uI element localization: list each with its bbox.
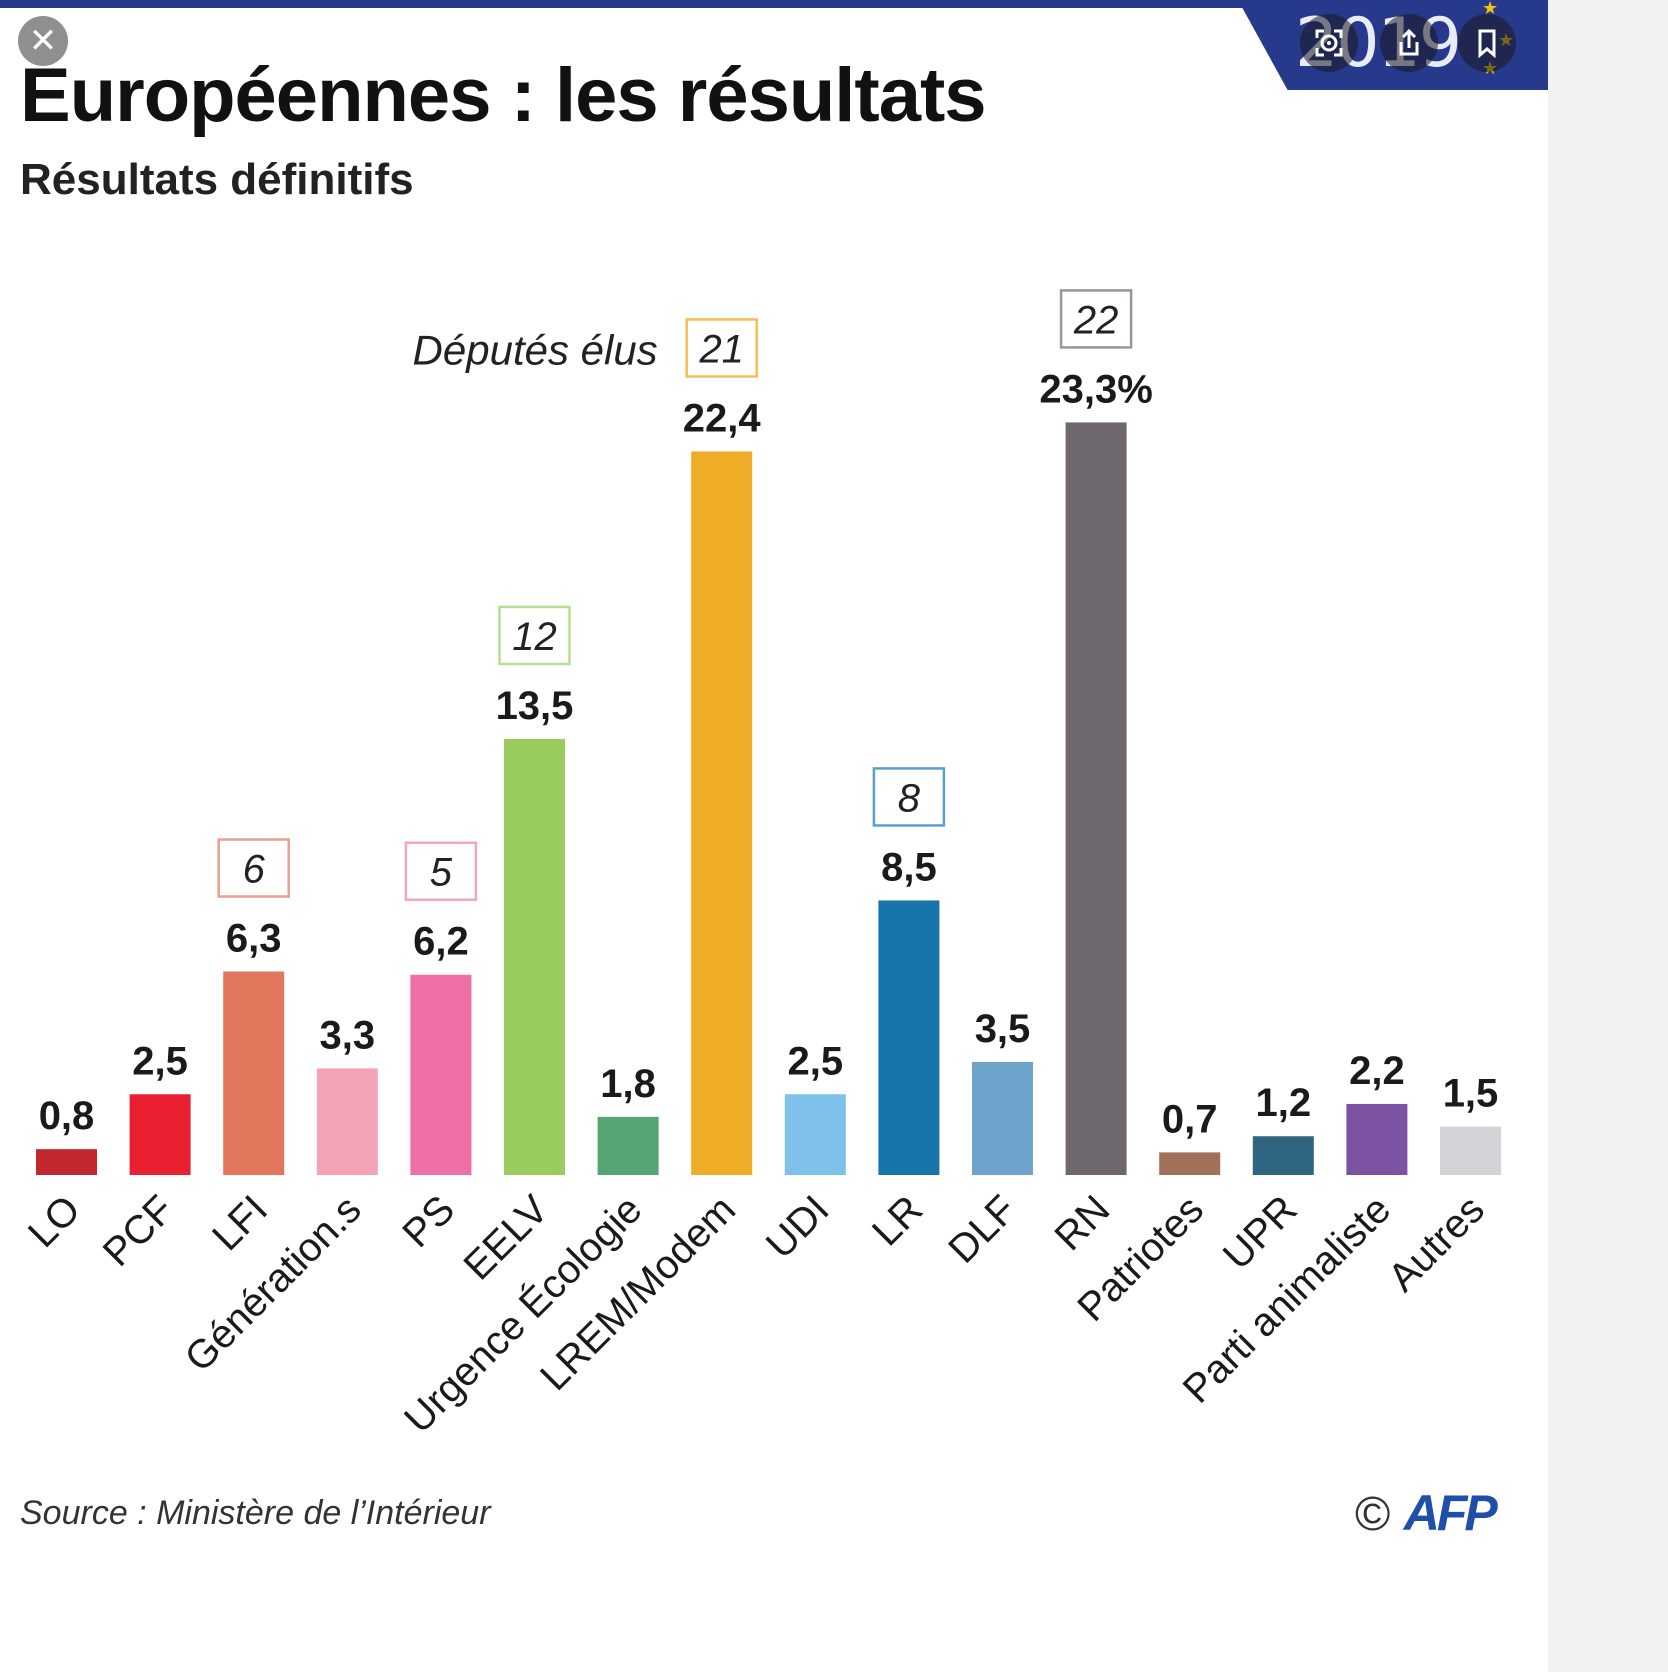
seats-box bbox=[498, 605, 571, 666]
category-label: DLF bbox=[940, 1187, 1025, 1272]
bar-value-label: 23,3% bbox=[1039, 367, 1152, 411]
category-label: LO bbox=[20, 1187, 89, 1256]
category-label: Autres bbox=[1380, 1187, 1493, 1300]
bar-value-label: 0,8 bbox=[39, 1094, 95, 1138]
eu-star-icon: ★ bbox=[1482, 0, 1499, 18]
bar bbox=[410, 974, 472, 1175]
seats-box bbox=[872, 767, 946, 827]
share-button[interactable] bbox=[1380, 14, 1438, 72]
seats-legend-label: Députés élus bbox=[413, 326, 658, 373]
bar bbox=[1159, 1152, 1221, 1175]
bar-value-label: 2,2 bbox=[1349, 1049, 1405, 1093]
category-label: PCF bbox=[95, 1187, 183, 1275]
category-label: UDI bbox=[758, 1187, 838, 1267]
bar bbox=[784, 1094, 846, 1175]
afp-logo: AFP bbox=[1403, 1485, 1498, 1541]
bar bbox=[1440, 1126, 1501, 1175]
seats-box bbox=[404, 841, 478, 901]
source-note: Source : Ministère de l’Intérieur bbox=[20, 1494, 491, 1532]
page-subtitle: Résultats définitifs bbox=[20, 155, 414, 204]
bar bbox=[316, 1068, 378, 1175]
category-label: LFI bbox=[204, 1187, 276, 1259]
bar-value-label: 8,5 bbox=[881, 845, 937, 889]
bar-value-label: 1,5 bbox=[1443, 1072, 1499, 1116]
seats-count: 12 bbox=[512, 615, 557, 659]
seats-box bbox=[217, 838, 290, 898]
bookmark-button[interactable] bbox=[1458, 14, 1516, 72]
bar bbox=[1065, 422, 1127, 1175]
seats-count: 8 bbox=[898, 776, 921, 820]
bar-value-label: 6,3 bbox=[226, 917, 282, 961]
bar-value-label: 22,4 bbox=[683, 396, 762, 440]
bar bbox=[36, 1149, 97, 1175]
close-button[interactable]: ✕ bbox=[18, 16, 68, 66]
top-accent-bar bbox=[0, 0, 1548, 8]
close-icon: ✕ bbox=[28, 21, 58, 61]
bar-value-label: 13,5 bbox=[496, 684, 574, 728]
bar-value-label: 2,5 bbox=[132, 1039, 188, 1083]
seats-count: 5 bbox=[430, 851, 453, 895]
bar-value-label: 1,8 bbox=[600, 1062, 656, 1106]
seats-count: 22 bbox=[1073, 298, 1119, 342]
seats-box bbox=[685, 318, 758, 378]
bar-value-label: 1,2 bbox=[1255, 1081, 1311, 1125]
bar bbox=[1346, 1103, 1408, 1175]
bar-chart: 0,8LO2,5PCF6,36LFI3,3Génération.s6,25PS1… bbox=[20, 289, 1501, 1442]
bar-value-label: 6,2 bbox=[413, 920, 469, 964]
bar bbox=[597, 1116, 659, 1175]
seats-box bbox=[1059, 289, 1133, 349]
seats-count: 21 bbox=[698, 327, 744, 371]
infographic-card: 2019 ★ ★ ★ Européennes : les résultats R… bbox=[0, 0, 1548, 1542]
bar bbox=[223, 971, 285, 1175]
bar-value-label: 0,7 bbox=[1162, 1097, 1218, 1141]
bar bbox=[504, 738, 565, 1175]
bar-value-label: 3,5 bbox=[975, 1007, 1031, 1051]
bar bbox=[878, 900, 940, 1175]
seats-count: 6 bbox=[243, 848, 266, 892]
category-label: LR bbox=[864, 1187, 931, 1254]
category-label: RN bbox=[1046, 1187, 1118, 1259]
bar-value-label: 2,5 bbox=[787, 1039, 843, 1083]
share-icon bbox=[1399, 28, 1419, 56]
afp-credit: © AFP bbox=[1355, 1484, 1498, 1542]
bar bbox=[691, 451, 753, 1176]
bar bbox=[972, 1061, 1033, 1175]
bookmark-icon bbox=[1478, 29, 1496, 59]
bar bbox=[129, 1094, 191, 1175]
lens-button[interactable] bbox=[1300, 14, 1358, 72]
copyright-symbol: © bbox=[1355, 1488, 1391, 1541]
bar bbox=[1252, 1136, 1314, 1175]
page-title: Européennes : les résultats bbox=[20, 53, 987, 138]
page-gutter bbox=[1548, 0, 1668, 1672]
bar-value-label: 3,3 bbox=[319, 1013, 375, 1057]
lens-icon bbox=[1315, 29, 1343, 57]
category-label: PS bbox=[394, 1187, 463, 1256]
